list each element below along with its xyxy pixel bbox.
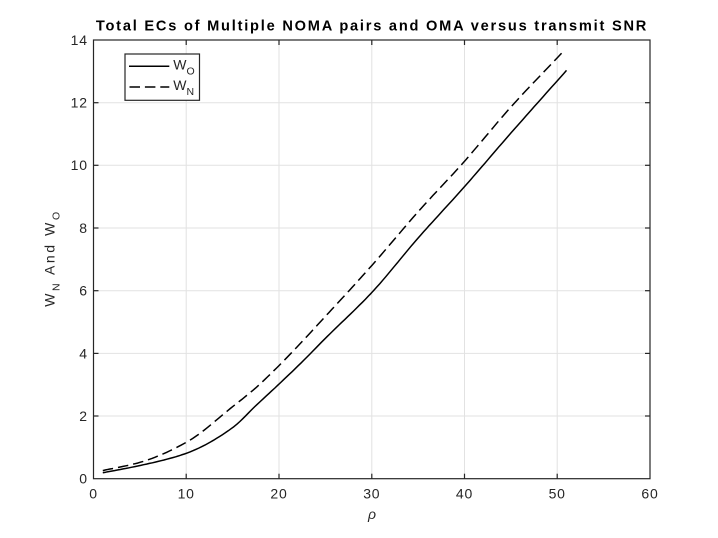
svg-text:30: 30: [363, 486, 380, 502]
svg-text:40: 40: [456, 486, 473, 502]
svg-text:14: 14: [71, 32, 88, 48]
svg-text:2: 2: [79, 408, 88, 424]
svg-text:6: 6: [79, 283, 88, 299]
svg-text:10: 10: [178, 486, 195, 502]
svg-text:4: 4: [79, 345, 88, 361]
svg-text:ρ: ρ: [367, 506, 376, 522]
svg-text:8: 8: [79, 220, 88, 236]
svg-text:10: 10: [71, 157, 88, 173]
svg-text:20: 20: [270, 486, 287, 502]
svg-text:50: 50: [549, 486, 566, 502]
svg-text:0: 0: [89, 486, 98, 502]
svg-text:WN And WO: WN And WO: [41, 209, 62, 307]
svg-text:Total ECs of Multiple NOMA pai: Total ECs of Multiple NOMA pairs and OMA…: [96, 19, 648, 35]
svg-text:0: 0: [79, 471, 88, 487]
svg-text:12: 12: [71, 95, 88, 111]
svg-text:60: 60: [641, 486, 658, 502]
